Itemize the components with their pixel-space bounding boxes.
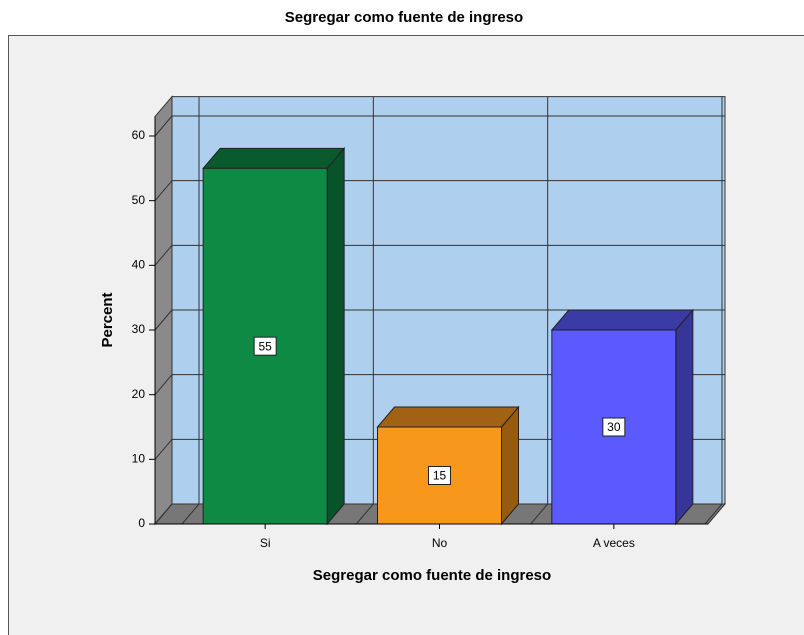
x-tick-label: No [432,536,448,550]
floor-divider [704,503,723,525]
bar-top [376,406,520,428]
value-label: 55 [258,339,272,353]
bar-top [550,309,694,331]
floor-divider [181,503,200,525]
side-grid-line [154,180,173,201]
bar-side [675,308,694,526]
bar-top [202,147,346,169]
value-label-box [428,466,451,485]
x-tick-label: A veces [593,536,635,550]
floor-divider [530,503,549,525]
value-label: 30 [607,420,621,434]
side-grid-line [154,309,173,331]
value-label-box [602,417,626,437]
side-grid-line [154,245,173,266]
chart-title: Segregar como fuente de ingreso [285,9,523,26]
side-grid-line [154,503,173,525]
bar-side [326,146,345,526]
x-axis-label: Segregar como fuente de ingreso [313,567,551,584]
x-tick-label: Si [260,536,271,550]
side-grid-line [154,439,173,460]
value-label: 15 [433,469,447,483]
y-tick-label: 0 [138,516,145,530]
side-wall [154,95,173,526]
y-tick-label: 60 [132,128,146,142]
y-tick-label: 10 [132,452,146,466]
y-axis-label: Percent [99,292,116,347]
y-tick-label: 50 [132,193,146,207]
side-grid-line [154,374,173,395]
side-grid-line [154,115,173,137]
y-tick-label: 20 [132,387,146,401]
y-tick-label: 30 [132,322,146,336]
value-label-box [253,336,277,356]
floor-divider [355,503,374,525]
y-tick-label: 40 [132,258,146,272]
